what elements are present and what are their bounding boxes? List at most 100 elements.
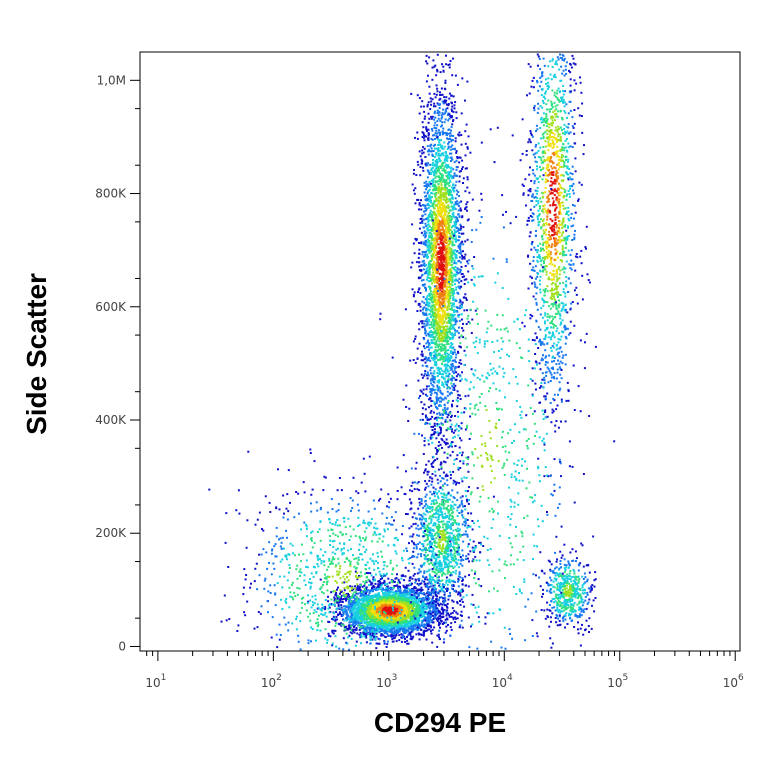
event-point bbox=[421, 355, 424, 358]
event-point bbox=[427, 345, 430, 348]
event-point bbox=[373, 628, 376, 630]
event-point bbox=[461, 257, 464, 260]
event-point bbox=[456, 218, 459, 221]
event-point bbox=[460, 225, 463, 228]
event-point bbox=[425, 622, 428, 625]
event-point bbox=[416, 617, 419, 619]
event-point bbox=[375, 604, 378, 607]
event-point bbox=[328, 606, 331, 609]
event-point bbox=[449, 338, 451, 341]
event-point bbox=[411, 183, 414, 186]
event-point bbox=[426, 228, 429, 230]
event-point bbox=[428, 304, 431, 307]
event-point bbox=[370, 611, 373, 614]
event-point bbox=[345, 599, 348, 602]
event-point bbox=[450, 441, 453, 444]
event-point bbox=[435, 339, 438, 342]
event-point bbox=[366, 624, 369, 627]
event-point bbox=[458, 626, 461, 629]
event-point bbox=[455, 286, 458, 289]
event-point bbox=[458, 205, 460, 207]
event-point bbox=[434, 249, 437, 252]
event-point bbox=[467, 394, 470, 397]
event-point bbox=[432, 460, 435, 463]
event-point bbox=[324, 607, 327, 610]
event-point bbox=[402, 629, 405, 631]
event-point bbox=[407, 606, 410, 609]
event-point bbox=[429, 397, 432, 400]
event-point bbox=[450, 116, 453, 119]
event-point bbox=[411, 606, 413, 609]
event-point bbox=[382, 613, 385, 616]
event-point bbox=[390, 614, 393, 617]
event-point bbox=[344, 608, 347, 611]
event-point bbox=[434, 232, 437, 235]
event-point bbox=[445, 63, 448, 66]
event-point bbox=[442, 398, 445, 401]
event-point bbox=[432, 621, 434, 624]
event-point bbox=[441, 161, 444, 164]
event-point bbox=[443, 100, 446, 103]
event-point bbox=[453, 369, 456, 372]
event-point bbox=[415, 239, 418, 242]
event-point bbox=[443, 260, 446, 263]
event-point bbox=[463, 349, 466, 352]
event-point bbox=[376, 605, 379, 608]
event-point bbox=[433, 337, 436, 340]
event-point bbox=[432, 325, 435, 328]
event-point bbox=[344, 598, 347, 601]
event-point bbox=[401, 593, 404, 595]
event-point bbox=[430, 621, 433, 624]
event-point bbox=[368, 590, 371, 592]
event-point bbox=[387, 602, 390, 605]
event-point bbox=[437, 616, 440, 619]
event-point bbox=[404, 620, 407, 623]
event-point bbox=[440, 293, 443, 296]
event-point bbox=[410, 598, 413, 601]
event-point bbox=[348, 626, 351, 629]
event-point bbox=[384, 591, 387, 594]
event-point bbox=[449, 209, 452, 212]
event-point bbox=[335, 615, 338, 618]
event-point bbox=[376, 621, 379, 624]
event-point bbox=[394, 577, 397, 580]
event-point bbox=[394, 592, 397, 595]
event-point bbox=[385, 620, 388, 623]
event-point bbox=[426, 308, 429, 311]
event-point bbox=[403, 585, 405, 588]
event-point bbox=[358, 633, 361, 636]
event-point bbox=[423, 325, 426, 328]
event-point bbox=[424, 115, 427, 118]
event-point bbox=[440, 346, 442, 348]
event-point bbox=[441, 413, 443, 416]
event-point bbox=[439, 396, 442, 399]
event-point bbox=[439, 431, 442, 434]
event-point bbox=[371, 597, 374, 600]
event-point bbox=[419, 597, 422, 600]
event-point bbox=[404, 603, 407, 605]
event-point bbox=[429, 607, 432, 610]
event-point bbox=[428, 229, 431, 232]
event-point bbox=[445, 614, 448, 617]
event-point bbox=[436, 372, 439, 374]
event-point bbox=[423, 301, 426, 304]
event-point bbox=[442, 113, 445, 116]
event-point bbox=[445, 165, 448, 168]
event-point bbox=[409, 590, 412, 592]
event-point bbox=[445, 617, 448, 620]
event-point bbox=[456, 454, 459, 457]
event-point bbox=[357, 592, 360, 595]
event-point bbox=[436, 102, 439, 105]
event-point bbox=[380, 596, 383, 598]
event-point bbox=[469, 151, 472, 154]
event-point bbox=[362, 590, 365, 592]
event-point bbox=[383, 615, 386, 618]
event-point bbox=[396, 627, 398, 630]
event-point bbox=[435, 320, 438, 322]
event-point bbox=[442, 198, 445, 201]
event-point bbox=[365, 636, 368, 639]
event-point bbox=[440, 87, 443, 90]
event-point bbox=[440, 198, 442, 201]
event-point bbox=[450, 145, 453, 148]
event-point bbox=[399, 581, 401, 584]
